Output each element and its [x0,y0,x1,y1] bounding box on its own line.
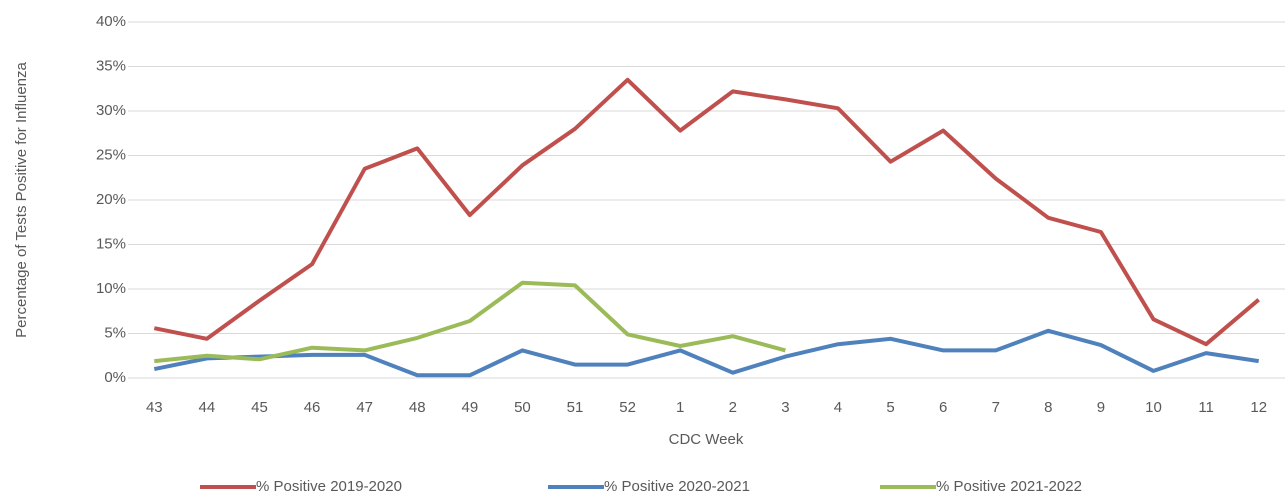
x-tick-label: 49 [461,399,478,416]
y-tick-label: 10% [96,280,126,297]
x-tick-label: 10 [1145,399,1162,416]
y-tick-label: 20% [96,191,126,208]
x-tick-label: 11 [1198,399,1214,416]
x-tick-label: 47 [356,399,373,416]
series-line [153,77,1260,347]
x-tick-label: 52 [619,399,636,416]
x-tick-label: 12 [1250,399,1267,416]
y-tick-label: 5% [104,324,126,341]
y-tick-label: 15% [96,235,126,252]
y-tick-label: 30% [96,102,126,119]
x-tick-label: 45 [251,399,268,416]
x-tick-label: 43 [146,399,163,416]
x-tick-label: 8 [1044,399,1052,416]
y-axis-title: Percentage of Tests Positive for Influen… [13,61,30,337]
series-line [154,280,786,364]
x-tick-label: 1 [676,399,684,416]
x-tick-label: 51 [567,399,584,416]
x-tick-label: 9 [1097,399,1105,416]
x-tick-label: 3 [781,399,789,416]
legend-label: % Positive 2019-2020 [256,478,402,495]
x-tick-label: 50 [514,399,531,416]
series-line [153,328,1260,378]
legend-label: % Positive 2021-2022 [936,478,1082,495]
x-axis-title: CDC Week [669,431,744,448]
x-tick-label: 46 [304,399,321,416]
x-tick-label: 6 [939,399,947,416]
y-tick-label: 40% [96,13,126,30]
x-tick-label: 48 [409,399,426,416]
y-tick-label: 25% [96,146,126,163]
y-tick-label: 0% [104,369,126,386]
legend-label: % Positive 2020-2021 [604,478,750,495]
x-tick-label: 2 [729,399,737,416]
y-tick-label: 35% [96,57,126,74]
x-tick-label: 44 [199,399,216,416]
x-tick-label: 5 [886,399,894,416]
x-tick-label: 4 [834,399,842,416]
x-tick-label: 7 [992,399,1000,416]
